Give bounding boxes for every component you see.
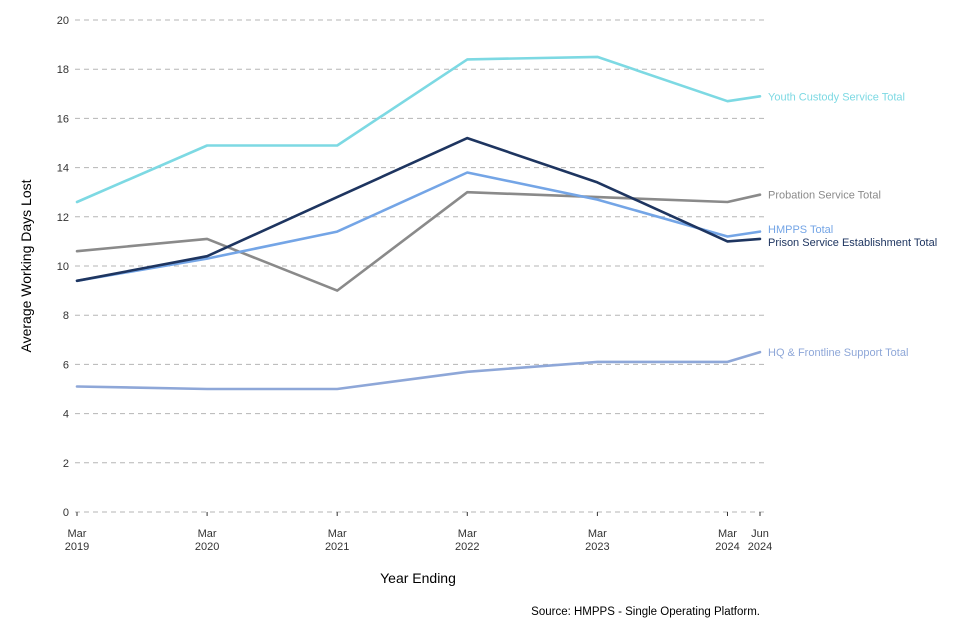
series-lines: [75, 55, 762, 391]
x-tick-label-1: Mar 2020: [195, 528, 219, 553]
x-tick-label-0: Mar 2019: [65, 528, 89, 553]
y-tick-label-6: 6: [63, 359, 69, 371]
series-line-hmpps-total: [75, 171, 762, 283]
y-tick-label-0: 0: [63, 507, 69, 519]
series-label-probation-service-total: Probation Service Total: [768, 190, 881, 202]
x-axis-title: Year Ending: [380, 570, 456, 586]
y-tick-label-4: 4: [63, 409, 69, 421]
source-note: Source: HMPPS - Single Operating Platfor…: [531, 606, 760, 618]
series-line-probation-service-total: [75, 190, 762, 292]
series-line-hq-and-frontline-support-total: [75, 350, 762, 391]
y-tick-label-18: 18: [57, 64, 69, 76]
x-tick-label-6: Jun 2024: [748, 528, 772, 553]
series-line-youth-custody-service-total: [75, 55, 762, 204]
y-tick-label-14: 14: [57, 163, 69, 175]
y-tick-label-10: 10: [57, 261, 69, 273]
series-label-hq-and-frontline-support-total: HQ & Frontline Support Total: [768, 347, 908, 359]
x-tick-label-4: Mar 2023: [585, 528, 609, 553]
series-label-prison-service-establishment-total: Prison Service Establishment Total: [768, 237, 937, 249]
series-line-prison-service-establishment-total: [75, 136, 762, 283]
y-tick-label-8: 8: [63, 310, 69, 322]
y-tick-label-12: 12: [57, 212, 69, 224]
y-axis-title: Average Working Days Lost: [18, 179, 34, 352]
y-tick-label-2: 2: [63, 458, 69, 470]
series-label-hmpps-total: HMPPS Total: [768, 224, 833, 236]
x-tick-label-3: Mar 2022: [455, 528, 479, 553]
x-tick-label-2: Mar 2021: [325, 528, 349, 553]
gridlines: [75, 19, 765, 513]
y-axis: 0 2 4 6 8 10 12 14 16 18 20: [57, 15, 69, 519]
x-tick-label-5: Mar 2024: [715, 528, 739, 553]
y-tick-label-16: 16: [57, 113, 69, 125]
series-labels: Youth Custody Service Total Probation Ser…: [768, 91, 937, 359]
x-axis: Mar 2019 Mar 2020 Mar 2021 Mar 2022 Mar 2023 Mar 20…: [65, 512, 772, 553]
y-tick-label-20: 20: [57, 15, 69, 27]
series-label-youth-custody-service-total: Youth Custody Service Total: [768, 91, 905, 103]
